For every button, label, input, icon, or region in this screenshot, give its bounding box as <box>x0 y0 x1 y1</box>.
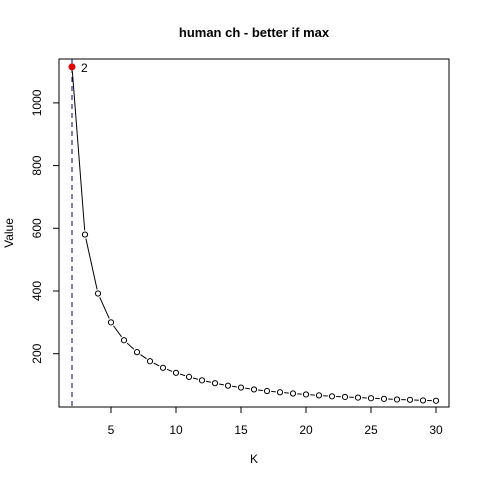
data-point <box>419 397 427 404</box>
data-point <box>406 396 414 403</box>
data-point <box>432 397 440 404</box>
data-point <box>159 364 167 371</box>
series-line-segment <box>166 368 173 372</box>
data-point <box>263 387 271 395</box>
x-tick-label: 5 <box>108 423 115 437</box>
data-point <box>107 319 115 326</box>
y-axis-label: Value <box>2 218 16 248</box>
data-point <box>211 380 219 387</box>
series-line-segment <box>205 380 212 383</box>
series-line-layer <box>71 70 432 402</box>
optimum-point <box>68 63 76 71</box>
data-point <box>302 391 310 398</box>
data-point <box>328 393 336 400</box>
series-line-segment <box>258 389 263 392</box>
series-line-segment <box>126 342 135 350</box>
series-line-segment <box>219 383 224 386</box>
data-point <box>341 393 349 401</box>
series-line-segment <box>232 385 237 388</box>
optimum-label: 2 <box>81 61 88 75</box>
chart-title: human ch - better if max <box>179 25 330 40</box>
data-point <box>276 389 284 396</box>
data-point <box>120 337 128 344</box>
series-line-segment <box>245 387 250 390</box>
y-axis: 200 400 600 800 1000 <box>30 89 60 364</box>
data-point <box>94 290 102 297</box>
series-line-segment <box>113 325 122 338</box>
series-line-segment <box>153 362 160 367</box>
series-points-layer <box>68 63 440 404</box>
y-tick-label: 200 <box>30 343 44 363</box>
data-point <box>172 369 180 376</box>
series-line-segment <box>85 238 98 290</box>
series-line-segment <box>192 377 199 380</box>
x-tick-label: 25 <box>364 423 378 437</box>
series-line-segment <box>179 373 186 377</box>
x-tick-label: 10 <box>169 423 183 437</box>
data-point <box>315 392 323 399</box>
series-line-segment <box>140 354 147 360</box>
series-line-segment <box>99 297 110 319</box>
series-line-segment <box>71 70 86 231</box>
x-tick-label: 20 <box>299 423 313 437</box>
y-tick-label: 800 <box>30 155 44 175</box>
y-tick-label: 400 <box>30 281 44 301</box>
data-point <box>393 396 401 403</box>
data-point <box>133 349 141 356</box>
data-point <box>224 382 232 389</box>
x-axis: 5 10 15 20 25 30 <box>108 406 443 437</box>
annotation-layer: 2 <box>68 61 88 75</box>
data-point <box>185 373 193 381</box>
data-point <box>81 231 89 238</box>
y-tick-label: 1000 <box>30 89 44 116</box>
data-point <box>250 386 258 393</box>
data-point <box>198 377 206 384</box>
data-point <box>289 390 297 397</box>
data-point <box>146 358 154 365</box>
x-tick-label: 15 <box>234 423 248 437</box>
data-point <box>237 384 245 391</box>
x-tick-label: 30 <box>429 423 443 437</box>
y-tick-label: 600 <box>30 218 44 238</box>
data-point <box>354 394 362 401</box>
data-point <box>367 395 375 402</box>
x-axis-label: K <box>250 452 258 466</box>
data-point <box>380 395 388 402</box>
